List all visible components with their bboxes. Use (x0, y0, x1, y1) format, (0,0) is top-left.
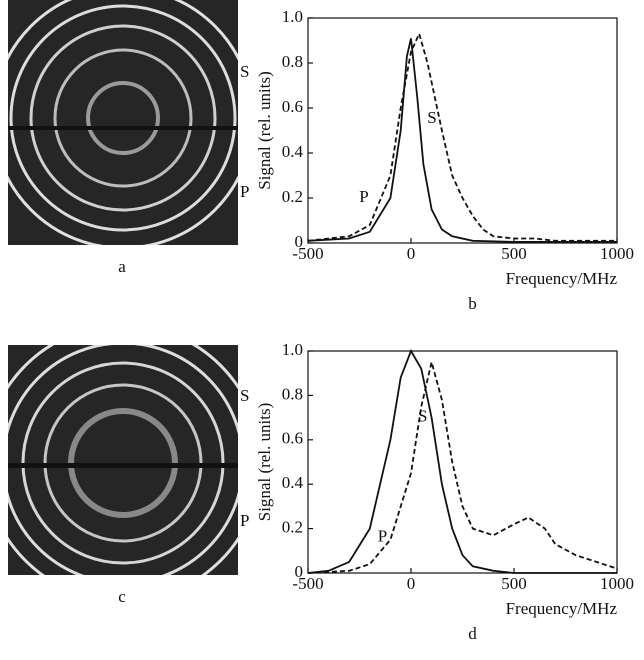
series-line (307, 348, 617, 574)
x-tick-label: 500 (501, 244, 527, 263)
annotation: S (240, 62, 249, 81)
annotation: P (240, 511, 249, 530)
y-tick-label: 0.4 (282, 142, 304, 161)
x-tick-label: 1000 (600, 574, 634, 593)
x-tick-label: 0 (407, 574, 416, 593)
y-tick-label: 0 (295, 562, 304, 581)
x-tick-label: 0 (407, 244, 416, 263)
caption: a (118, 257, 126, 276)
annotation: P (359, 187, 368, 206)
annotation: P (240, 182, 249, 201)
x-tick-label: -500 (292, 574, 323, 593)
y-tick-label: 0.6 (282, 97, 303, 116)
x-tick-label: 1000 (600, 244, 634, 263)
y-tick-label: 1.0 (282, 340, 303, 359)
plot-frame (307, 17, 618, 244)
y-tick-label: 0.2 (282, 518, 303, 537)
y-axis-label: Signal (rel. units) (255, 71, 274, 190)
annotation: S (427, 108, 436, 127)
y-tick-label: 0 (295, 232, 304, 251)
y-tick-label: 0.4 (282, 473, 304, 492)
caption: c (118, 587, 126, 606)
x-tick-label: 500 (501, 574, 527, 593)
image-a (8, 0, 238, 245)
caption: b (468, 294, 477, 313)
image-c (8, 345, 238, 575)
y-tick-label: 0.8 (282, 52, 303, 71)
y-tick-label: 0.2 (282, 187, 303, 206)
x-axis-label: Frequency/MHz (506, 269, 618, 288)
series-line (307, 38, 617, 243)
y-tick-label: 1.0 (282, 7, 303, 26)
plot-frame (307, 350, 618, 574)
y-axis-label: Signal (rel. units) (255, 403, 274, 522)
series-line (307, 361, 618, 574)
caption: d (468, 624, 477, 643)
annotation: S (418, 407, 427, 426)
y-tick-label: 0.6 (282, 429, 303, 448)
annotation: P (378, 526, 387, 545)
y-tick-label: 0.8 (282, 384, 303, 403)
x-axis-label: Frequency/MHz (506, 599, 618, 618)
x-tick-label: -500 (292, 244, 323, 263)
series-line (307, 31, 617, 242)
annotation: S (240, 386, 249, 405)
